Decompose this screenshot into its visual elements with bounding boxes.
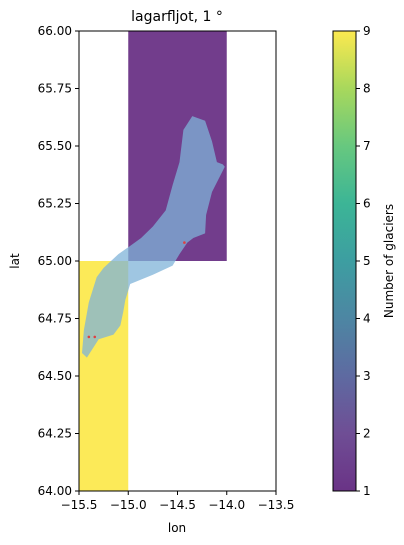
glacier-points — [87, 241, 186, 339]
y-tick-label: 66.00 — [38, 24, 72, 38]
y-tick-label: 64.75 — [38, 312, 72, 326]
colorbar-label: Number of glaciers — [382, 204, 396, 318]
x-tick-label: −14.5 — [159, 498, 196, 512]
colorbar-tick-label: 4 — [363, 312, 371, 326]
colorbar: 1 2 3 4 5 6 7 8 9 Number of glaciers — [332, 24, 396, 498]
glacier-point — [183, 241, 186, 244]
y-tick-label: 65.25 — [38, 197, 72, 211]
colorbar-tick-label: 6 — [363, 197, 371, 211]
plot-area — [78, 30, 277, 492]
colorbar-tick-label: 9 — [363, 24, 371, 38]
colorbar-tick-label: 2 — [363, 427, 371, 441]
x-tick-label: −13.5 — [258, 498, 295, 512]
basin-outline — [82, 116, 225, 358]
colorbar-tick-label: 8 — [363, 82, 371, 96]
colorbar-tick-label: 1 — [363, 484, 371, 498]
glacier-point — [93, 335, 97, 339]
y-tick-label: 65.75 — [38, 82, 72, 96]
x-tick-label: −14.0 — [208, 498, 245, 512]
x-tick-label: −15.0 — [110, 498, 147, 512]
x-axis-label: lon — [168, 521, 186, 535]
glacier-point — [87, 335, 91, 339]
x-axis: −15.5 −15.0 −14.5 −14.0 −13.5 — [61, 491, 295, 512]
x-tick-label: −15.5 — [61, 498, 98, 512]
colorbar-tick-label: 3 — [363, 369, 371, 383]
y-tick-label: 65.50 — [38, 139, 72, 153]
y-axis-label: lat — [8, 253, 22, 269]
chart-title: lagarfljot, 1 ° — [131, 9, 223, 25]
colorbar-tick-label: 7 — [363, 139, 371, 153]
colorbar-tick-label: 5 — [363, 254, 371, 268]
y-tick-label: 64.50 — [38, 369, 72, 383]
y-tick-label: 65.00 — [38, 254, 72, 268]
colorbar-ticks: 1 2 3 4 5 6 7 8 9 — [356, 24, 371, 498]
colorbar-gradient — [332, 30, 357, 492]
y-tick-label: 64.00 — [38, 484, 72, 498]
y-axis: 64.00 64.25 64.50 64.75 65.00 65.25 65.50 65.75… — [38, 24, 79, 498]
y-tick-label: 64.25 — [38, 427, 72, 441]
